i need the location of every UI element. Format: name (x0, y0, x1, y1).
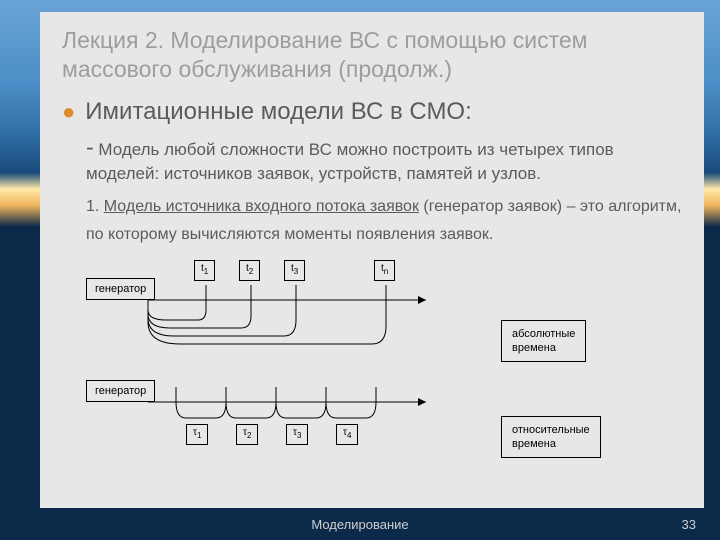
dash: - (86, 134, 94, 160)
bullet-marker: ● (62, 98, 75, 126)
bullet-row: ● Имитационные модели ВС в СМО: (62, 98, 682, 126)
bullet-text: Имитационные модели ВС в СМО: (85, 98, 471, 126)
tn-label: tn (374, 260, 395, 281)
generator-box-1: генератор (86, 278, 155, 300)
subtext-1: - Модель любой сложности ВС можно постро… (86, 132, 682, 186)
sub2-num: 1. (86, 198, 104, 215)
sub2-underline: Модель источника входного потока заявок (104, 198, 419, 215)
generator-box-2: генератор (86, 380, 155, 402)
footer-text: Моделирование (0, 517, 720, 532)
tau4-label: τ4 (336, 424, 358, 445)
tau1-label: τ1 (186, 424, 208, 445)
t2-label: t2 (239, 260, 260, 281)
absolute-times-label: абсолютныевремена (501, 320, 586, 363)
sub1-body: Модель любой сложности ВС можно построит… (86, 140, 614, 183)
tau3-label: τ3 (286, 424, 308, 445)
page-number: 33 (682, 517, 696, 532)
t1-label: t1 (194, 260, 215, 281)
slide-title: Лекция 2. Моделирование ВС с помощью сис… (62, 26, 682, 84)
relative-times-label: относительныевремена (501, 416, 601, 459)
content-panel: Лекция 2. Моделирование ВС с помощью сис… (40, 12, 704, 508)
slide: Лекция 2. Моделирование ВС с помощью сис… (0, 0, 720, 540)
t3-label: t3 (284, 260, 305, 281)
subtext-2: 1. Модель источника входного потока заяв… (86, 193, 682, 247)
diagram: генератор генератор t1 t2 t3 tn τ1 τ2 τ3… (86, 252, 682, 472)
tau2-label: τ2 (236, 424, 258, 445)
